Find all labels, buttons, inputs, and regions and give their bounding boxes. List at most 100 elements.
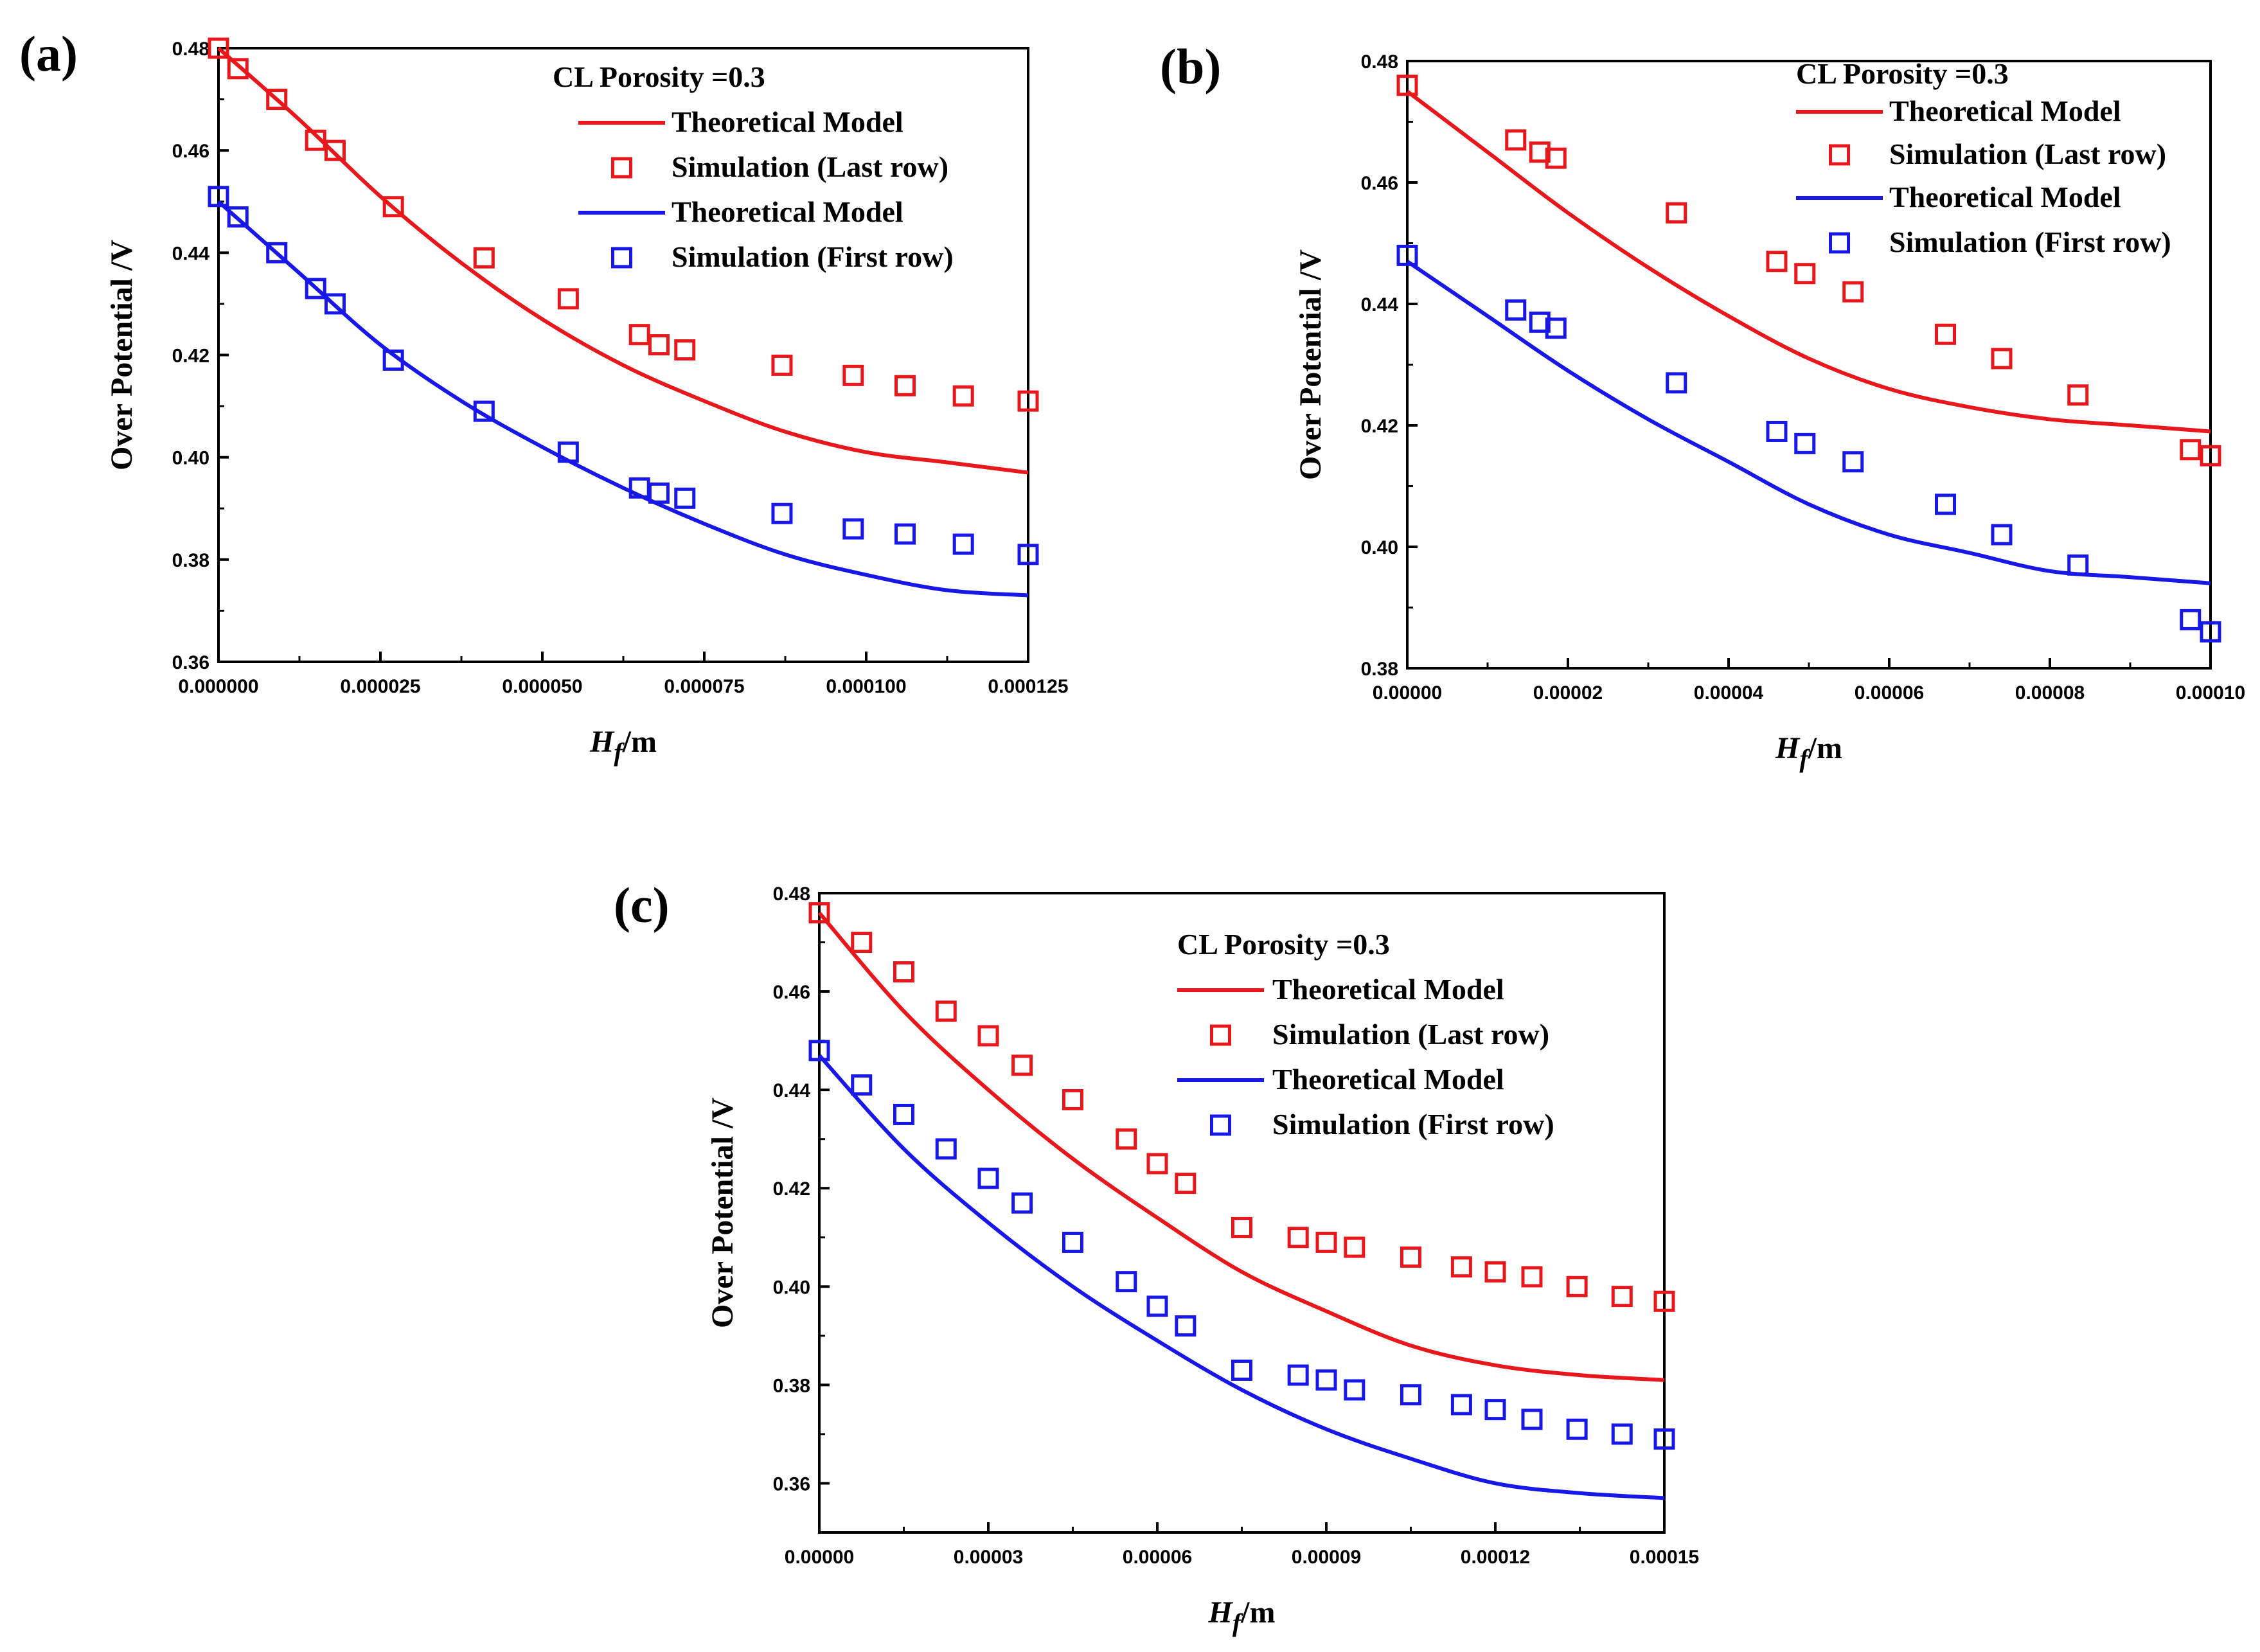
y-tick-label: 0.36 [172,652,209,673]
x-tick-label: 0.000025 [340,676,420,697]
scatter-point-last-row [1175,1173,1197,1195]
legend-marker-swatch [1210,1024,1231,1046]
y-tick-label: 0.40 [1361,537,1398,558]
x-tick-label: 0.00008 [2015,682,2085,704]
panel-c: (c) 0.00000 0.00003 0.00006 0.00009 0.00012 0.… [614,877,1699,1637]
y-tick-label: 0.42 [1361,416,1398,437]
scatter-point-last-row [2200,445,2221,466]
scatter-point-first-row [648,482,670,504]
scatter-point-first-row [1521,1408,1543,1430]
y-tick-label: 0.44 [172,243,210,264]
legend: CL Porosity =0.3 Theoretical Model Simulat… [553,60,954,273]
scatter-point-last-row [1011,1054,1033,1076]
y-tick-label: 0.38 [1361,659,1398,680]
x-tick-label: 0.000000 [178,676,258,697]
scatter-point-first-row [1287,1364,1309,1386]
x-tick-label: 0.00003 [954,1547,1023,1568]
scatter-point-first-row [1116,1271,1137,1293]
x-tick-label: 0.00010 [2176,682,2245,704]
scatter-point-last-row [628,324,650,346]
scatter-point-first-row [2180,608,2202,630]
x-tick-label: 0.000050 [502,676,582,697]
scatter-point-first-row [208,186,229,208]
x-tick-label: 0.00000 [1373,682,1442,704]
legend-entry-label: Theoretical Model [1272,973,1504,1006]
scatter-point-first-row [227,206,249,228]
scatter-point-last-row [1653,1290,1675,1312]
scatter-point-last-row [1396,75,1418,96]
scatter-point-first-row [1653,1428,1675,1450]
x-axis-label-main: H [589,725,615,759]
scatter-point-first-row [1484,1399,1506,1421]
scatter-point-last-row [1521,1266,1543,1288]
scatter-point-first-row [2067,554,2089,576]
scatter-point-last-row [1287,1227,1309,1248]
x-tick-label: 0.00006 [1123,1547,1192,1568]
scatter-point-first-row [1794,432,1816,454]
scatter-point-first-row [893,1103,914,1125]
scatter-point-last-row [1344,1236,1366,1258]
scatter-point-first-row [1400,1384,1421,1406]
scatter-point-last-row [2180,439,2202,461]
scatter-point-first-row [1450,1394,1472,1416]
scatter-point-last-row [1566,1275,1588,1297]
scatter-point-last-row [1842,281,1864,303]
scatter-point-last-row [674,339,696,361]
panel-label: (c) [614,877,670,933]
panel-b: (b) 0.00000 0.00002 0.00004 0.00006 0.00008 0.… [1160,39,2245,773]
scatter-point-first-row [1062,1231,1083,1253]
x-tick-label: 0.00009 [1292,1547,1361,1568]
scatter-point-last-row [2067,384,2089,406]
scatter-point-first-row [1545,317,1567,339]
scatter-point-first-row [305,278,326,299]
scatter-point-first-row [1175,1315,1197,1337]
scatter-point-last-row [952,385,974,407]
scatter-point-first-row [771,502,793,524]
y-tick-label: 0.42 [172,346,209,367]
y-tick-label: 0.46 [773,982,810,1003]
scatter-point-first-row [842,518,864,540]
y-tick-label: 0.46 [172,141,209,162]
scatter-point-last-row [1766,251,1788,272]
scatter-point-first-row [977,1168,999,1189]
scatter-point-last-row [935,1000,957,1022]
scatter-point-last-row [842,364,864,386]
scatter-point-last-row [977,1025,999,1047]
scatter-point-first-row [1529,311,1551,333]
scatter-point-last-row [266,89,288,111]
scatter-point-last-row [1611,1286,1633,1308]
legend-entry-label: Simulation (Last row) [672,150,948,183]
scatter-point-last-row [894,375,916,396]
y-axis-label: Over Potential /V [706,1097,740,1328]
scatter-point-first-row [952,533,974,555]
legend-entry-label: Simulation (Last row) [1272,1018,1549,1051]
scatter-point-first-row [1231,1359,1252,1381]
legend-marker-swatch [611,157,632,179]
x-tick-label: 0.000125 [988,676,1068,697]
x-axis-label-sub: f [1799,744,1810,773]
legend-entry-label: Simulation (Last row) [1889,138,2166,170]
scatter-point-first-row [473,400,495,422]
x-axis-label-sub: f [614,738,625,767]
legend-title: CL Porosity =0.3 [1796,57,2009,90]
legend-entry-label: Theoretical Model [1272,1063,1504,1096]
scatter-point-last-row [227,58,249,80]
scatter-point-last-row [324,139,346,161]
legend-marker-swatch [611,247,632,269]
legend: CL Porosity =0.3 Theoretical Model Simulat… [1796,57,2171,258]
y-tick-label: 0.36 [773,1473,810,1495]
scatter-point-first-row [324,293,346,315]
legend-title: CL Porosity =0.3 [1177,928,1390,961]
scatter-point-first-row [1505,299,1527,321]
scatter-point-last-row [208,37,229,59]
legend-entry-label: Theoretical Model [1889,181,2121,213]
scatter-point-first-row [1344,1379,1366,1401]
scatter-point-first-row [1611,1423,1633,1445]
y-axis-label: Over Potential /V [1294,249,1328,480]
scatter-point-last-row [808,902,830,924]
scatter-point-last-row [648,334,670,356]
scatter-point-first-row [557,441,579,463]
legend: CL Porosity =0.3 Theoretical Model Simulat… [1177,928,1554,1141]
y-tick-label: 0.46 [1361,173,1398,194]
